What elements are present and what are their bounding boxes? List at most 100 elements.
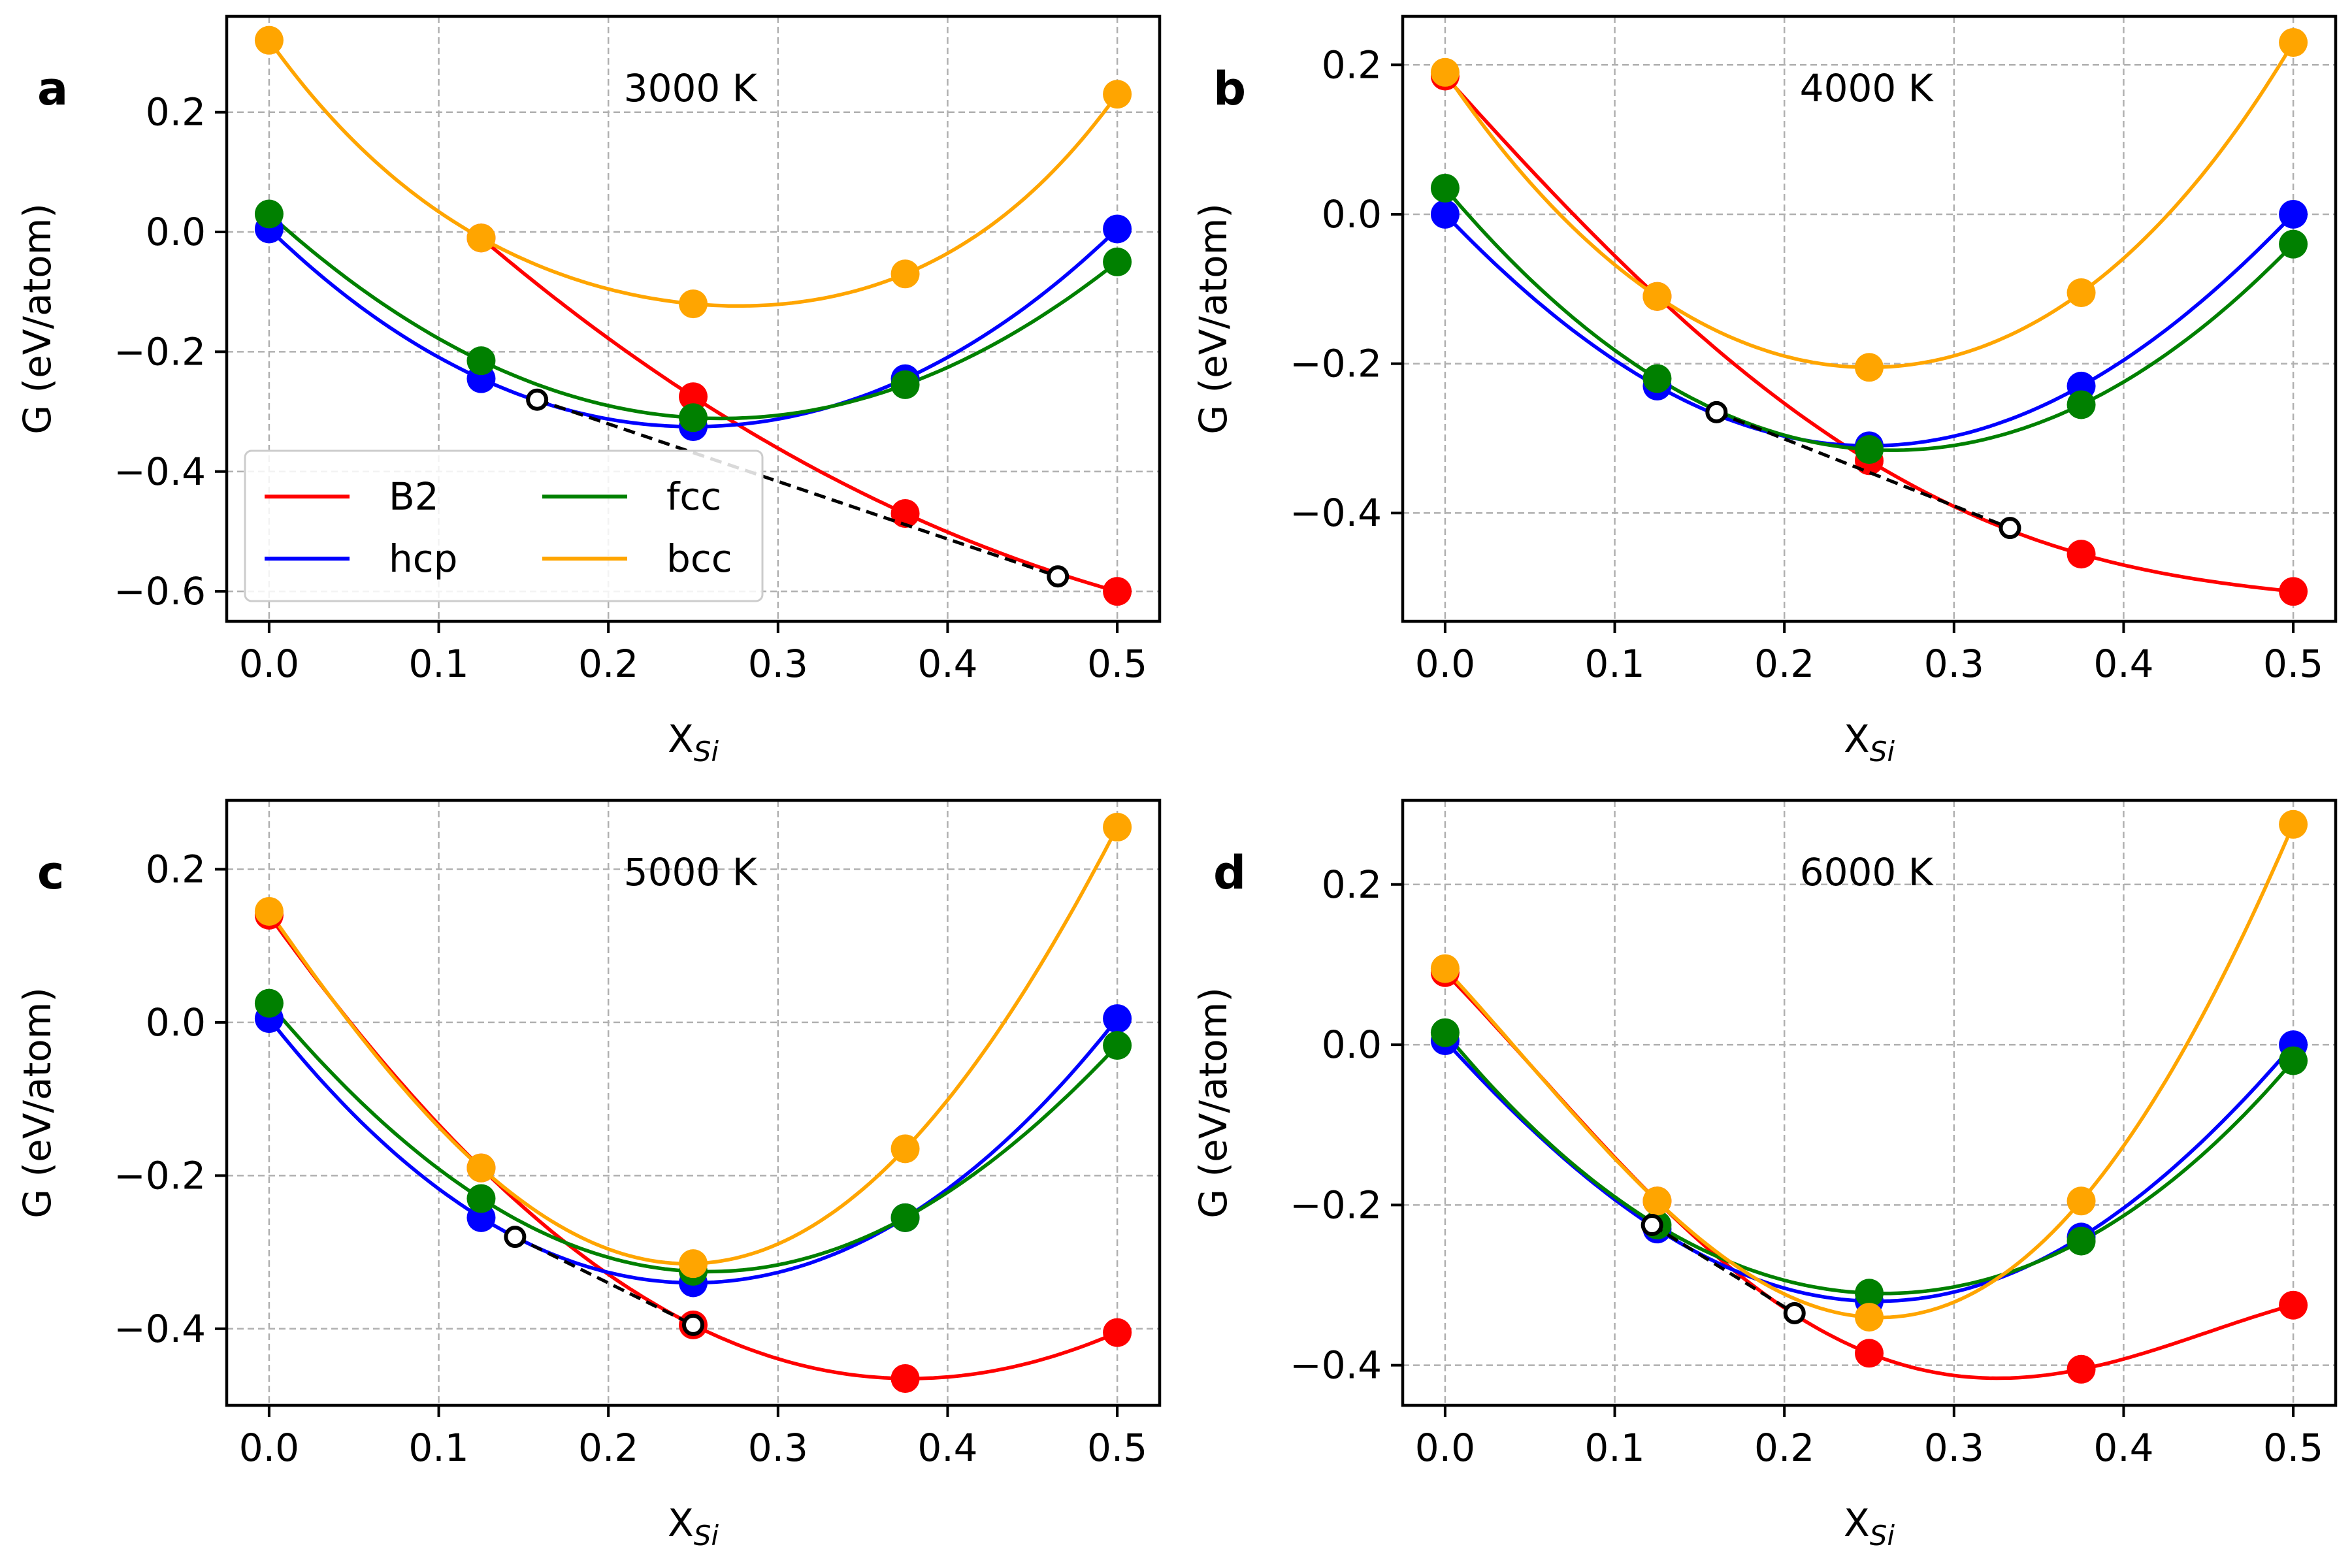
panel-title: 4000 K [1800, 66, 1935, 110]
y-tick-label: −0.4 [1290, 491, 1382, 535]
tangent-point [1047, 565, 1070, 588]
data-point-fcc [466, 346, 496, 376]
y-tick-label: −0.6 [114, 569, 206, 613]
y-tick-label: −0.2 [114, 1153, 206, 1198]
x-tick-label: 0.2 [1754, 1426, 1814, 1470]
plot-area [1430, 809, 2308, 1384]
plot-area [1430, 28, 2308, 606]
panel-letter: d [1213, 846, 1246, 900]
x-tick-label: 0.5 [2263, 1426, 2323, 1470]
y-tick-label: 0.0 [146, 1000, 206, 1045]
y-axis-label: G (eV/atom) [15, 203, 59, 434]
y-tick-label: −0.4 [114, 449, 206, 494]
x-tick-label: 0.1 [408, 642, 468, 686]
x-tick-label: 0.5 [2263, 642, 2323, 686]
data-point-bcc [2066, 1186, 2096, 1216]
data-point-hcp [1103, 214, 1132, 244]
data-point-bcc [679, 289, 708, 319]
data-point-B2 [890, 1364, 920, 1393]
panel-title: 6000 K [1800, 850, 1935, 894]
data-point-bcc [2279, 28, 2308, 57]
common-tangent-line [514, 1235, 694, 1327]
data-point-fcc [2279, 1046, 2308, 1075]
data-point-fcc [1103, 247, 1132, 276]
data-point-B2 [1855, 1339, 1884, 1368]
panel-d: 0.0 0.1 0.2 0.3 0.4 0.5 −0.4 −0.2 0.0 0.2 XSi G (eV… [1191, 798, 2338, 1552]
x-axis-label: XSi [668, 717, 719, 768]
x-tick-label: 0.0 [239, 1426, 299, 1470]
data-point-fcc [1430, 1018, 1460, 1047]
panel-a: 0.0 0.1 0.2 0.3 0.4 0.5 −0.6 −0.4 −0.2 0.0 0.2 XSi G… [15, 14, 1162, 768]
legend-label-B2: B2 [389, 474, 439, 519]
panel-title: 5000 K [624, 850, 759, 894]
legend-label-fcc: fcc [666, 474, 721, 519]
data-point-hcp [1103, 1004, 1132, 1034]
data-point-bcc [1430, 954, 1460, 983]
x-axis-label-subscript: Si [694, 1520, 719, 1552]
series-line-B2 [267, 914, 1119, 1380]
data-point-bcc [679, 1249, 708, 1279]
y-tick-label: −0.2 [114, 329, 206, 374]
y-axis-label: G (eV/atom) [15, 987, 59, 1218]
tangent-point [504, 1226, 527, 1249]
x-axis-label-subscript: Si [1870, 736, 1895, 768]
y-tick-label: 0.0 [1322, 1022, 1382, 1067]
data-point-B2 [679, 382, 708, 412]
data-point-bcc [466, 223, 496, 253]
x-tick-label: 0.1 [1584, 642, 1644, 686]
y-tick-label: −0.2 [1290, 1183, 1382, 1227]
x-tick-label: 0.1 [1584, 1426, 1644, 1470]
tangent-point [682, 1313, 704, 1336]
data-point-fcc [2279, 229, 2308, 259]
axes-frame [1401, 798, 2338, 1407]
y-tick-label: −0.4 [1290, 1343, 1382, 1388]
y-tick-label: −0.2 [1290, 342, 1382, 386]
data-point-bcc [1855, 1303, 1884, 1332]
x-axis-label: XSi [1844, 1501, 1895, 1552]
y-tick-label: 0.2 [1322, 862, 1382, 907]
tangent-point [1705, 400, 1728, 423]
x-tick-label: 0.2 [1754, 642, 1814, 686]
x-tick-label: 0.4 [917, 1426, 977, 1470]
panel-letter: b [1213, 62, 1246, 116]
data-point-bcc [1430, 57, 1460, 87]
x-axis-label-subscript: Si [694, 736, 719, 768]
tangent-point [1999, 517, 2021, 540]
series-line-B2 [1443, 74, 2294, 594]
data-point-fcc [1855, 435, 1884, 465]
data-point-bcc [1642, 1186, 1672, 1216]
y-tick-label: 0.0 [1322, 192, 1382, 237]
series-line-B2 [480, 237, 1118, 593]
tangent-point [1783, 1301, 1806, 1324]
tangent-point [526, 388, 549, 411]
data-point-bcc [2066, 278, 2096, 307]
x-tick-label: 0.1 [408, 1426, 468, 1470]
y-tick-label: 0.2 [146, 847, 206, 891]
data-point-B2 [2279, 1290, 2308, 1320]
legend-label-hcp: hcp [389, 536, 457, 581]
x-tick-label: 0.2 [578, 1426, 638, 1470]
x-tick-label: 0.2 [578, 642, 638, 686]
series-line-fcc [1443, 1031, 2295, 1296]
x-tick-label: 0.4 [917, 642, 977, 686]
y-axis-label: G (eV/atom) [1191, 987, 1235, 1218]
data-point-fcc [679, 403, 708, 433]
data-point-B2 [1103, 1318, 1132, 1347]
panel-c: 0.0 0.1 0.2 0.3 0.4 0.5 −0.4 −0.2 0.0 0.2 XSi G (eV… [15, 798, 1162, 1552]
axes-frame [225, 14, 1162, 623]
legend: B2 fcc hcp bcc [244, 449, 764, 602]
x-tick-label: 0.3 [1924, 642, 1984, 686]
legend-box [244, 449, 764, 602]
data-point-fcc [1642, 364, 1672, 393]
x-axis-label: XSi [668, 1501, 719, 1552]
data-point-fcc [2066, 1226, 2096, 1256]
data-point-B2 [2066, 540, 2096, 569]
data-point-hcp [1430, 199, 1460, 229]
data-point-fcc [254, 988, 284, 1018]
axes-frame [225, 798, 1162, 1407]
data-point-fcc [1855, 1279, 1884, 1308]
data-point-bcc [1642, 282, 1672, 311]
data-point-fcc [2066, 390, 2096, 419]
tangent-point [1641, 1214, 1663, 1237]
